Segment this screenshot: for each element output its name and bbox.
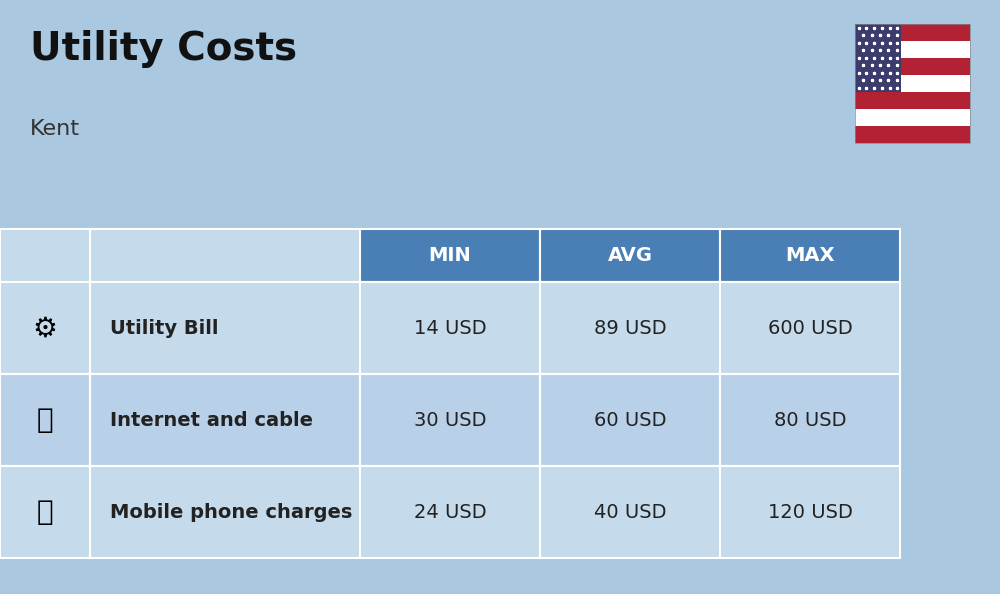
FancyBboxPatch shape (720, 282, 900, 374)
Bar (855, 24, 970, 41)
FancyBboxPatch shape (720, 229, 900, 282)
Text: 60 USD: 60 USD (594, 411, 666, 429)
FancyBboxPatch shape (0, 229, 90, 282)
Text: Kent: Kent (30, 119, 80, 139)
FancyBboxPatch shape (360, 374, 540, 466)
Text: 📱: 📱 (37, 498, 53, 526)
Bar (855, 58, 970, 75)
Text: 30 USD: 30 USD (414, 411, 486, 429)
FancyBboxPatch shape (360, 282, 540, 374)
Text: 80 USD: 80 USD (774, 411, 846, 429)
FancyBboxPatch shape (90, 374, 360, 466)
Text: Internet and cable: Internet and cable (110, 411, 313, 429)
FancyBboxPatch shape (0, 466, 90, 558)
Bar (855, 109, 970, 125)
Text: 24 USD: 24 USD (414, 503, 486, 522)
FancyBboxPatch shape (0, 374, 90, 466)
Text: 120 USD: 120 USD (768, 503, 852, 522)
Text: Utility Costs: Utility Costs (30, 30, 297, 68)
FancyBboxPatch shape (540, 229, 720, 282)
FancyBboxPatch shape (90, 466, 360, 558)
Bar (855, 125, 970, 143)
Text: MAX: MAX (785, 246, 835, 265)
Bar (855, 41, 970, 58)
Text: 40 USD: 40 USD (594, 503, 666, 522)
FancyBboxPatch shape (0, 282, 90, 374)
Text: 📶: 📶 (37, 406, 53, 434)
FancyBboxPatch shape (90, 229, 360, 282)
Text: Mobile phone charges: Mobile phone charges (110, 503, 352, 522)
Bar (855, 75, 970, 91)
FancyBboxPatch shape (540, 282, 720, 374)
Bar (855, 91, 970, 109)
FancyBboxPatch shape (90, 282, 360, 374)
FancyBboxPatch shape (540, 374, 720, 466)
FancyBboxPatch shape (540, 466, 720, 558)
Text: 89 USD: 89 USD (594, 319, 666, 337)
FancyBboxPatch shape (360, 229, 540, 282)
FancyBboxPatch shape (720, 374, 900, 466)
Text: 14 USD: 14 USD (414, 319, 486, 337)
Text: AVG: AVG (608, 246, 652, 265)
FancyBboxPatch shape (720, 466, 900, 558)
Text: 600 USD: 600 USD (768, 319, 852, 337)
Text: Utility Bill: Utility Bill (110, 319, 218, 337)
Bar (855, 24, 901, 91)
FancyBboxPatch shape (360, 466, 540, 558)
Text: ⚙: ⚙ (33, 314, 57, 342)
Text: MIN: MIN (429, 246, 471, 265)
